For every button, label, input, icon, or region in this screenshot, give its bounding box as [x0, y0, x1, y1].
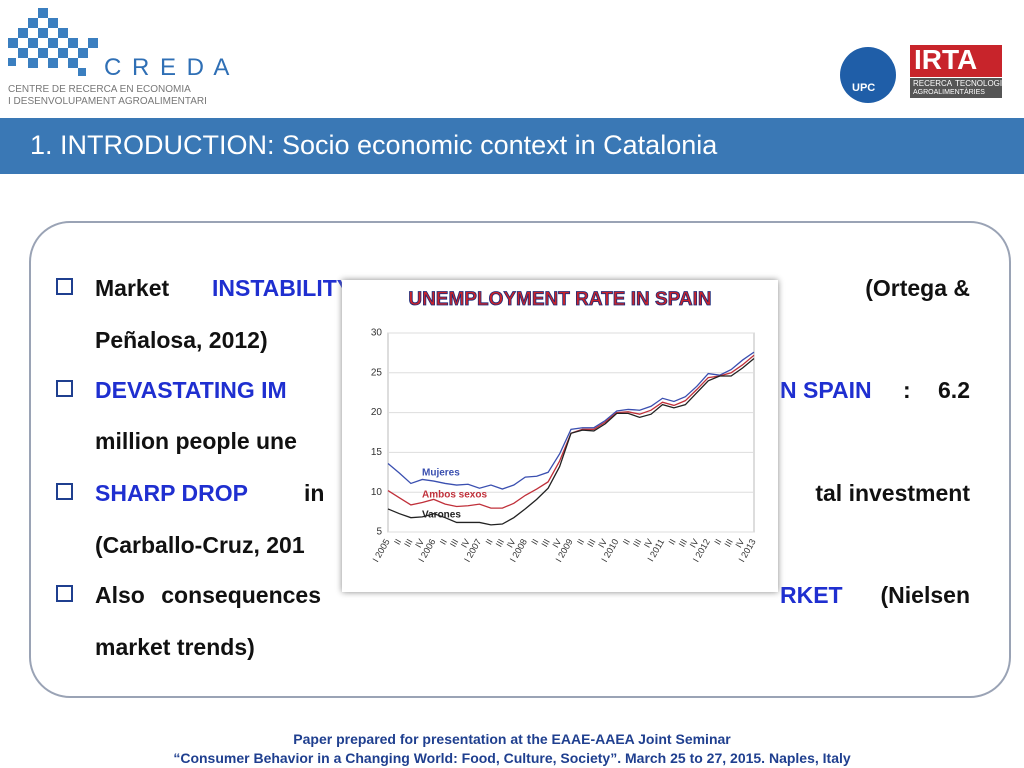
series-label: Mujeres	[422, 468, 460, 479]
y-tick-label: 5	[376, 527, 382, 538]
x-tick-label: II	[529, 537, 540, 546]
upc-text: UPC	[852, 82, 876, 94]
x-tick-label: II	[484, 537, 495, 546]
series-label: Varones	[422, 510, 461, 521]
bullet	[56, 585, 73, 602]
upc-logo	[840, 47, 896, 103]
text: million people une	[95, 428, 297, 454]
text: tal investment	[815, 480, 970, 506]
y-tick-label: 25	[371, 367, 383, 378]
text: Peñalosa, 2012)	[95, 327, 268, 353]
x-tick-label: III	[585, 537, 597, 549]
x-tick-label: III	[722, 537, 734, 549]
text: 6.2	[938, 377, 970, 403]
footer: “Consumer Behavior in a Changing World: …	[173, 750, 851, 766]
text: Market	[95, 275, 170, 301]
text: INSTABILITY	[212, 275, 353, 301]
y-tick-label: 15	[371, 447, 383, 458]
x-tick-label: II	[575, 537, 586, 546]
chart-bg	[342, 280, 778, 592]
x-tick-label: III	[448, 537, 460, 549]
x-tick-label: III	[494, 537, 506, 549]
irta-band	[910, 78, 1002, 98]
chart-title: UNEMPLOYMENT RATE IN SPAIN	[408, 289, 711, 310]
bullet	[56, 380, 73, 397]
y-tick-label: 20	[371, 407, 383, 418]
footer: Paper prepared for presentation at the E…	[293, 731, 731, 747]
irta-text: IRTA	[914, 44, 978, 75]
irta-sub: AGROALIMENTÀRIES	[913, 89, 985, 96]
x-tick-label: II	[438, 537, 449, 546]
logo-line: CENTRE DE RECERCA EN ECONOMIA	[8, 84, 191, 95]
text: in	[304, 480, 325, 506]
text: (Ortega &	[865, 275, 970, 301]
text: Also consequences	[95, 582, 322, 608]
x-tick-label: II	[392, 537, 403, 546]
logo-line: I DESENVOLUPAMENT AGROALIMENTARI	[8, 96, 207, 107]
x-tick-label: III	[539, 537, 551, 549]
x-tick-label: III	[402, 537, 414, 549]
irta-sub: TECNOLOGIA	[955, 79, 1008, 88]
text: DEVASTATING IM	[95, 377, 287, 403]
text: (Nielsen	[880, 582, 970, 608]
text: market trends)	[95, 634, 255, 660]
irta-sub: RECERCA	[913, 79, 953, 88]
series-line	[387, 357, 755, 526]
x-tick-label: III	[631, 537, 643, 549]
x-tick-label: II	[621, 537, 632, 546]
logo-name: C R E D A	[104, 54, 232, 81]
text: SHARP DROP	[95, 480, 248, 506]
slide-title: 1. INTRODUCTION: Socio economic context …	[30, 130, 718, 160]
text: N SPAIN	[780, 377, 872, 403]
series-line	[387, 351, 755, 490]
y-tick-label: 30	[371, 328, 383, 339]
series-label: Ambos sexos	[422, 490, 487, 501]
text: :	[903, 377, 911, 403]
bullet	[56, 278, 73, 295]
text: (Carballo-Cruz, 201	[95, 532, 305, 558]
x-tick-label: II	[712, 537, 723, 546]
logo-pattern	[8, 8, 98, 76]
title-bar	[0, 118, 1024, 174]
irta-logo	[910, 45, 1002, 77]
chart: UNEMPLOYMENT RATE IN SPAIN 51015202530I …	[342, 280, 778, 592]
x-tick-label: II	[667, 537, 678, 546]
bullet	[56, 483, 73, 500]
y-tick-label: 10	[371, 487, 383, 498]
x-tick-label: III	[677, 537, 689, 549]
text: RKET	[780, 582, 843, 608]
